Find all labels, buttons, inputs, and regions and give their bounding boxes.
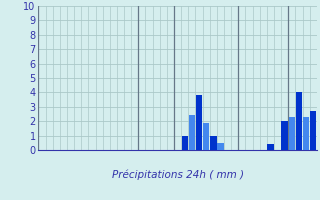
- Bar: [203, 123, 209, 150]
- Bar: [289, 117, 295, 150]
- Bar: [310, 111, 316, 150]
- Bar: [189, 115, 195, 150]
- Bar: [210, 136, 217, 150]
- Bar: [217, 143, 224, 150]
- Bar: [282, 121, 288, 150]
- Bar: [181, 136, 188, 150]
- X-axis label: Précipitations 24h ( mm ): Précipitations 24h ( mm ): [112, 169, 244, 180]
- Bar: [267, 144, 274, 150]
- Bar: [196, 95, 202, 150]
- Bar: [303, 117, 309, 150]
- Bar: [296, 92, 302, 150]
